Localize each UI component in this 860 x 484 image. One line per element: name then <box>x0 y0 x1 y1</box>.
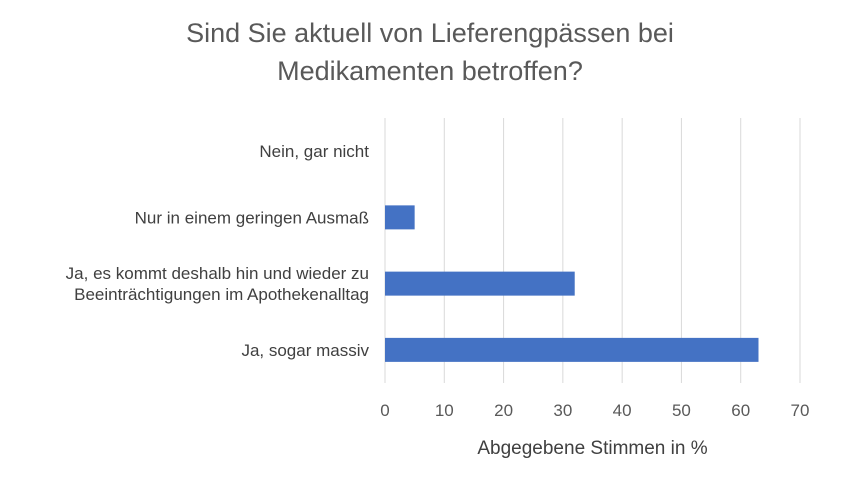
category-label-4: Ja, sogar massiv <box>241 341 369 360</box>
x-tick-label-0: 0 <box>380 401 389 420</box>
category-label-2: Nur in einem geringen Ausmaß <box>135 208 369 227</box>
x-tick-label-10: 10 <box>435 401 454 420</box>
chart-title-line-1: Sind Sie aktuell von Lieferengpässen bei <box>186 18 674 48</box>
x-axis-title: Abgegebene Stimmen in % <box>477 438 707 459</box>
chart-title: Sind Sie aktuell von Lieferengpässen bei… <box>0 14 860 90</box>
bar-3 <box>385 271 575 296</box>
x-tick-label-50: 50 <box>672 401 691 420</box>
x-tick-label-70: 70 <box>791 401 810 420</box>
bar-4 <box>385 337 759 362</box>
chart-title-line-2: Medikamenten betroffen? <box>277 56 583 86</box>
category-label-3-line-1: Ja, es kommt deshalb hin und wieder zu <box>66 264 369 283</box>
x-tick-label-30: 30 <box>553 401 572 420</box>
bar-2 <box>385 205 415 230</box>
x-tick-label-20: 20 <box>494 401 513 420</box>
category-label-3-line-2: Beeinträchtigungen im Apothekenalltag <box>74 285 369 304</box>
x-tick-label-60: 60 <box>731 401 750 420</box>
category-label-1: Nein, gar nicht <box>259 142 369 161</box>
x-tick-label-40: 40 <box>613 401 632 420</box>
